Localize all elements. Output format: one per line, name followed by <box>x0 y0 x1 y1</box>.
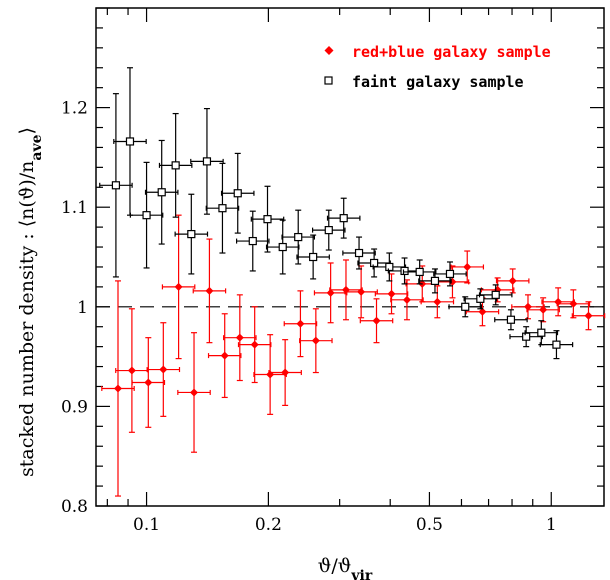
data-point <box>266 370 275 379</box>
data-point <box>385 262 394 272</box>
data-point <box>142 211 151 220</box>
data-point <box>187 229 196 239</box>
data-point <box>372 316 381 325</box>
data-point <box>537 328 546 337</box>
y-tick-label: 0.9 <box>61 397 88 417</box>
data-point <box>415 267 424 277</box>
data-point <box>281 368 290 377</box>
data-point <box>402 295 411 304</box>
data-point <box>250 340 259 349</box>
data-point <box>248 236 257 246</box>
data-point <box>278 242 287 252</box>
y-tick-label: 1 <box>77 298 88 318</box>
data-point <box>445 269 455 279</box>
x-axis-title: ϑ/ϑvir <box>318 555 373 580</box>
data-point <box>552 340 561 349</box>
data-point <box>157 188 166 197</box>
axes-layer: 0.8 0.9 1 1.1 1.2 0.1 0.2 0.5 1 <box>61 7 605 535</box>
data-point <box>309 252 318 262</box>
data-point <box>584 311 593 320</box>
data-point <box>218 204 227 213</box>
data-point <box>370 258 379 268</box>
plot-frame <box>95 7 605 507</box>
data-point <box>125 137 135 146</box>
data-point <box>387 289 396 298</box>
data-point <box>554 297 563 306</box>
data-point <box>111 181 121 190</box>
y-axis-title: stacked number density : ⟨n(ϑ)/nave⟩ <box>16 127 45 477</box>
data-point <box>508 276 517 285</box>
data-point <box>463 262 472 271</box>
data-point <box>174 282 183 291</box>
data-point <box>354 248 364 258</box>
y-tick-label: 1.2 <box>61 99 88 119</box>
y-axis-title-end: ⟩ <box>16 127 38 134</box>
data-point <box>491 290 500 299</box>
data-point <box>478 307 487 316</box>
data-point <box>522 332 531 341</box>
data-point <box>159 365 168 374</box>
x-tick-label: 0.2 <box>255 515 282 535</box>
y-axis-title-subscript: ave <box>29 134 45 160</box>
data-point <box>506 315 516 324</box>
data-point <box>476 294 485 303</box>
x-axis-title-subscript: vir <box>350 568 372 580</box>
data-point <box>220 351 229 360</box>
series-red-blue <box>101 214 606 497</box>
data-point <box>127 366 136 375</box>
series-faint <box>99 67 574 360</box>
legend-item-red-blue: red+blue galaxy sample <box>324 43 551 61</box>
data-point <box>339 214 348 223</box>
legend: red+blue galaxy sample faint galaxy samp… <box>324 43 551 91</box>
data-point <box>523 302 532 311</box>
data-point <box>202 157 212 166</box>
legend-marker-square <box>324 76 333 85</box>
data-point <box>326 288 335 297</box>
data-point <box>569 299 578 308</box>
data-point <box>190 388 199 397</box>
legend-label-red-blue: red+blue galaxy sample <box>352 43 551 61</box>
data-point <box>296 319 305 328</box>
data-point <box>539 305 548 314</box>
data-point <box>400 266 409 276</box>
x-tick-label: 1 <box>546 515 557 535</box>
legend-item-faint: faint galaxy sample <box>324 73 524 91</box>
data-point <box>324 226 333 235</box>
data-point <box>235 333 244 342</box>
data-point <box>171 161 180 170</box>
data-point <box>263 215 272 224</box>
data-point <box>144 378 153 387</box>
y-tick-label: 1.1 <box>61 198 88 218</box>
legend-marker-diamond <box>324 46 334 55</box>
data-point <box>233 189 242 198</box>
data-point <box>433 297 442 306</box>
data-point <box>357 287 366 296</box>
legend-label-faint: faint galaxy sample <box>352 73 524 91</box>
x-tick-label: 0.1 <box>133 515 160 535</box>
data-point <box>461 302 470 311</box>
y-tick-label: 0.8 <box>61 497 88 517</box>
data-point <box>205 286 214 295</box>
data-point <box>113 384 122 393</box>
data-point <box>294 232 303 242</box>
x-tick-label: 0.5 <box>416 515 443 535</box>
data-point <box>311 336 320 345</box>
data-point <box>430 276 440 286</box>
series-layer <box>99 67 606 497</box>
